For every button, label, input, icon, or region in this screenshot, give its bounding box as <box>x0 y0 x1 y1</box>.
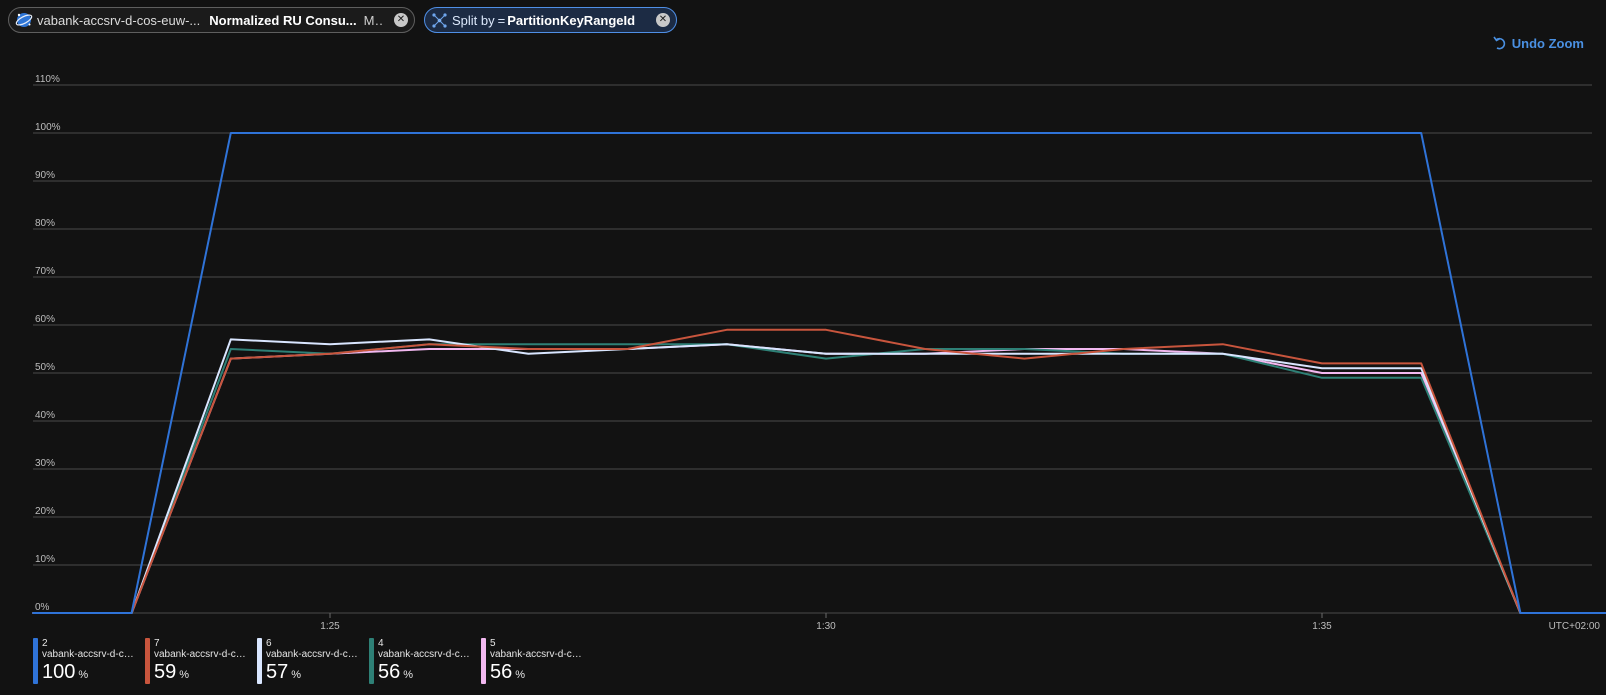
series-line-5[interactable] <box>32 343 1606 614</box>
legend-value: 57 <box>266 661 289 683</box>
chart-series[interactable] <box>32 132 1606 614</box>
legend-series-id: 5 <box>490 638 496 649</box>
series-line-4[interactable] <box>32 343 1606 614</box>
legend-unit: % <box>291 669 302 681</box>
aggregation-name: M... <box>363 12 384 28</box>
x-tick-label: 1:30 <box>816 621 836 632</box>
y-tick-label: 80% <box>35 218 55 229</box>
chart-legend: 2 vabank-accsrv-d-cos-... 100% 7 vabank-… <box>33 638 593 684</box>
legend-unit: % <box>179 669 190 681</box>
y-tick-label: 30% <box>35 458 55 469</box>
legend-unit: % <box>403 669 414 681</box>
timezone-label: UTC+02:00 <box>1549 621 1601 632</box>
y-tick-label: 0% <box>35 602 50 613</box>
legend-series-id: 6 <box>266 638 272 649</box>
undo-icon <box>1493 36 1505 50</box>
y-tick-label: 50% <box>35 362 55 373</box>
legend-resource: vabank-accsrv-d-cos-... <box>266 649 362 660</box>
split-icon <box>432 12 447 28</box>
legend-item-6[interactable]: 6 vabank-accsrv-d-cos-... 57% <box>257 638 369 684</box>
legend-resource: vabank-accsrv-d-cos-... <box>490 649 586 660</box>
y-axis-ticks: 0% 10% 20% 30% 40% 50% 60% 70% 80% 90% 100% 110% <box>35 74 61 613</box>
legend-resource: vabank-accsrv-d-cos-... <box>154 649 250 660</box>
y-tick-label: 100% <box>35 122 61 133</box>
split-label: Split by <box>452 12 495 28</box>
y-tick-label: 20% <box>35 506 55 517</box>
series-line-6[interactable] <box>32 338 1606 614</box>
legend-resource: vabank-accsrv-d-cos-... <box>42 649 138 660</box>
undo-zoom-label: Undo Zoom <box>1511 35 1584 51</box>
legend-swatch <box>145 638 150 684</box>
cosmos-db-icon <box>15 13 33 27</box>
legend-unit: % <box>78 669 89 681</box>
y-tick-label: 60% <box>35 314 55 325</box>
legend-series-id: 4 <box>378 638 384 649</box>
legend-swatch <box>257 638 262 684</box>
x-axis-ticks: 1:25 1:30 1:35 <box>320 613 1332 632</box>
legend-item-2[interactable]: 2 vabank-accsrv-d-cos-... 100% <box>33 638 145 684</box>
legend-series-id: 2 <box>42 638 48 649</box>
legend-item-4[interactable]: 4 vabank-accsrv-d-cos-... 56% <box>369 638 481 684</box>
split-filter-pill[interactable]: Split by = PartitionKeyRangeId ✕ <box>424 7 677 33</box>
legend-value: 56 <box>490 661 513 683</box>
legend-unit: % <box>515 669 526 681</box>
metric-filter-pill[interactable]: vabank-accsrv-d-cos-euw-... Normalized R… <box>8 7 415 33</box>
legend-value: 59 <box>154 661 177 683</box>
y-tick-label: 40% <box>35 410 55 421</box>
y-tick-label: 90% <box>35 170 55 181</box>
split-value: PartitionKeyRangeId <box>507 12 636 28</box>
undo-zoom-button[interactable]: Undo Zoom <box>1493 35 1584 51</box>
series-line-2[interactable] <box>32 132 1606 614</box>
metric-name: Normalized RU Consu... <box>209 12 357 28</box>
legend-swatch <box>369 638 374 684</box>
remove-metric-icon[interactable]: ✕ <box>394 13 408 27</box>
y-tick-label: 10% <box>35 554 55 565</box>
legend-swatch <box>33 638 38 684</box>
chart-gridlines <box>33 84 1592 614</box>
y-tick-label: 70% <box>35 266 55 277</box>
y-tick-label: 110% <box>35 74 60 85</box>
legend-item-7[interactable]: 7 vabank-accsrv-d-cos-... 59% <box>145 638 257 684</box>
legend-swatch <box>481 638 486 684</box>
x-tick-label: 1:35 <box>1312 621 1332 632</box>
legend-item-5[interactable]: 5 vabank-accsrv-d-cos-... 56% <box>481 638 593 684</box>
legend-resource: vabank-accsrv-d-cos-... <box>378 649 474 660</box>
remove-split-icon[interactable]: ✕ <box>656 13 670 27</box>
legend-value: 100 <box>42 661 76 683</box>
legend-value: 56 <box>378 661 401 683</box>
split-equals: = <box>497 12 506 28</box>
resource-name: vabank-accsrv-d-cos-euw-... <box>37 12 201 28</box>
legend-series-id: 7 <box>154 638 160 649</box>
series-line-7[interactable] <box>32 328 1606 614</box>
x-tick-label: 1:25 <box>320 621 340 632</box>
